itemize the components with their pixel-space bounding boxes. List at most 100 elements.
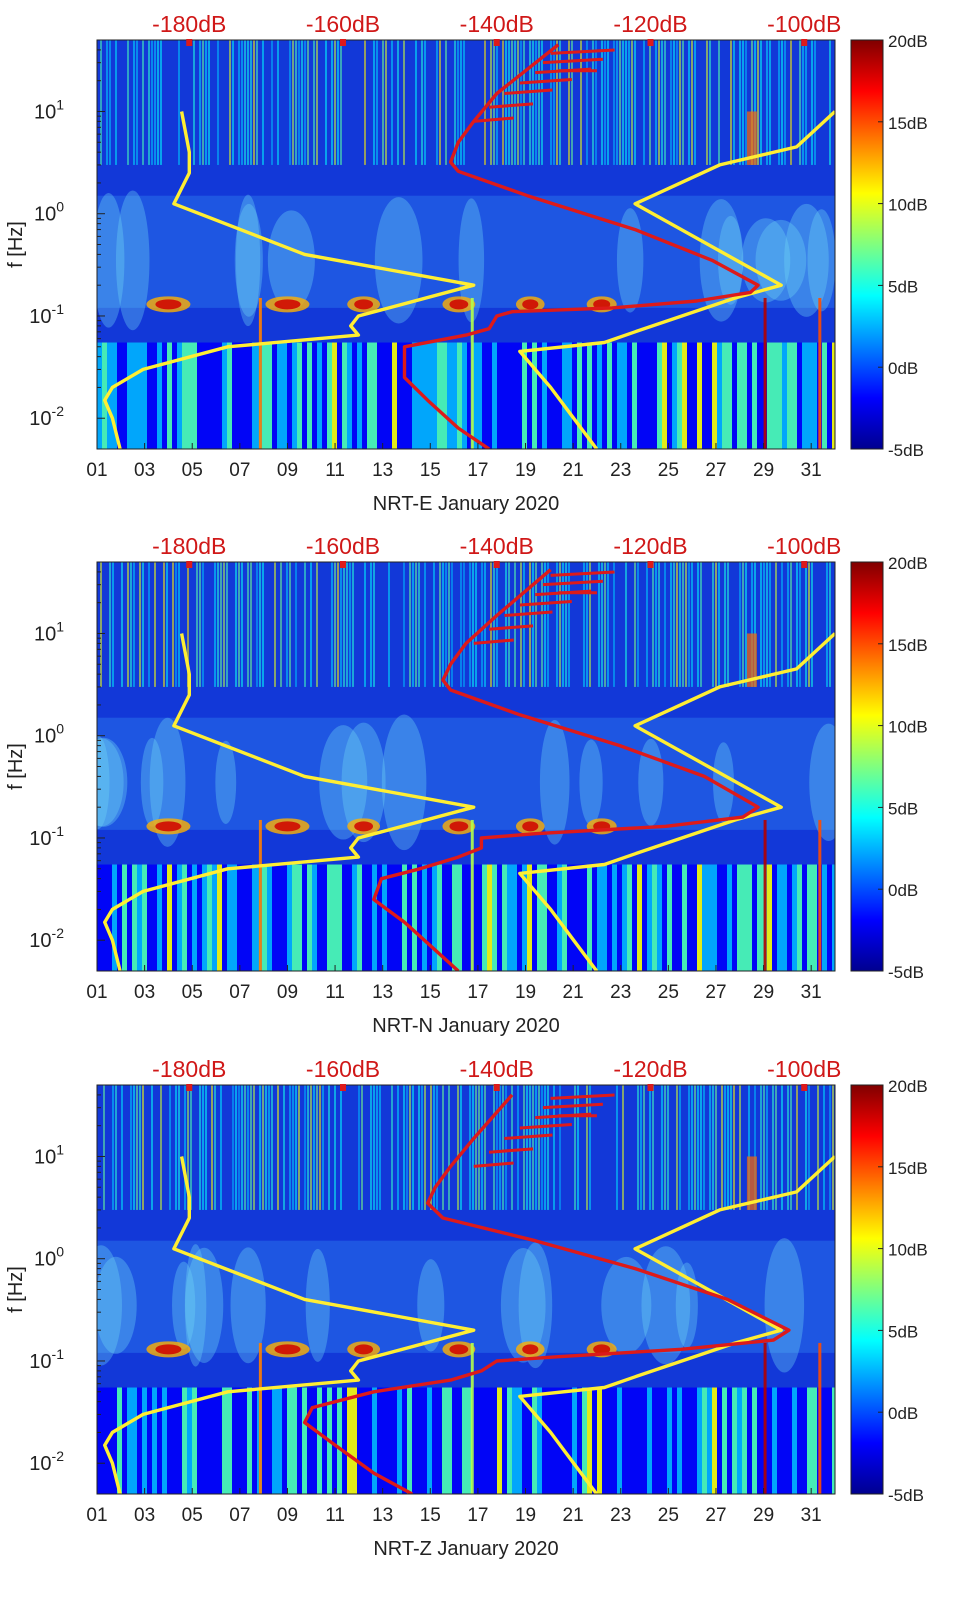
x-tick-label: 15 <box>420 460 441 481</box>
top-axis-tick <box>801 1084 808 1091</box>
top-axis-label: -120dB <box>613 1056 687 1082</box>
y-tick-label: 100 <box>34 199 64 226</box>
spectrogram-image <box>97 562 835 971</box>
colorbar-label: 20dB <box>888 554 928 573</box>
top-axis-tick <box>493 39 500 46</box>
x-tick-label: 07 <box>229 982 250 1003</box>
x-tick-label: 03 <box>134 460 155 481</box>
x-tick-label: 19 <box>515 460 536 481</box>
x-tick-label: 09 <box>277 1505 298 1526</box>
colorbar-label: 10dB <box>888 1241 928 1260</box>
colorbar-gradient <box>850 561 884 972</box>
x-tick-label: 11 <box>325 982 345 1003</box>
top-axis-tick <box>340 1084 346 1091</box>
top-axis-tick <box>647 561 654 568</box>
spectrogram-image <box>97 40 835 449</box>
x-tick-label: 07 <box>229 460 250 481</box>
x-tick-label: 29 <box>753 982 774 1003</box>
top-axis-tick <box>801 39 808 46</box>
x-tick-label: 23 <box>610 1505 631 1526</box>
x-tick-label: 31 <box>801 460 822 481</box>
colorbar: 20dB 15dB 10dB 5dB 0dB -5dB <box>850 32 928 460</box>
x-axis-label: NRT-E January 2020 <box>373 493 559 515</box>
top-axis-label: -140dB <box>460 11 534 37</box>
x-tick-label: 07 <box>229 1505 250 1526</box>
top-axis-label: -100dB <box>767 533 841 559</box>
yellow-curve-2 <box>518 110 835 449</box>
yellow-curve-1 <box>102 633 476 971</box>
y-tick-label: 101 <box>34 96 64 123</box>
top-axis-label: -160dB <box>306 11 380 37</box>
colorbar-label: 20dB <box>888 1077 928 1096</box>
colorbar-label: 10dB <box>888 718 928 737</box>
x-tick-label: 11 <box>325 1505 345 1526</box>
x-tick-label: 13 <box>372 982 393 1003</box>
top-axis-tick <box>647 39 654 46</box>
x-tick-label: 27 <box>705 460 726 481</box>
x-tick-label: 13 <box>372 460 393 481</box>
top-axis-label: -180dB <box>152 533 226 559</box>
x-tick-label: 01 <box>86 460 107 481</box>
x-tick-label: 25 <box>658 982 679 1003</box>
y-axis-label: f [Hz] <box>5 221 27 268</box>
colorbar-label: 15dB <box>888 1159 928 1178</box>
x-axis-label: NRT-Z January 2020 <box>373 1538 558 1560</box>
top-axis-tick <box>493 1084 500 1091</box>
x-tick-label: 05 <box>182 460 203 481</box>
x-tick-label: 03 <box>134 1505 155 1526</box>
panel-3: 01 03 05 07 09 11 13 15 17 19 21 23 25 27 29 31 NRT-Z Ja… <box>5 1056 928 1560</box>
top-axis-label: -100dB <box>767 1056 841 1082</box>
x-tick-label: 27 <box>705 1505 726 1526</box>
x-tick-label: 05 <box>182 1505 203 1526</box>
x-tick-label: 23 <box>610 982 631 1003</box>
x-tick-label: 17 <box>467 982 488 1003</box>
x-tick-label: 01 <box>86 1505 107 1526</box>
top-axis-label: -120dB <box>613 533 687 559</box>
x-tick-label: 23 <box>610 460 631 481</box>
colorbar-label: 15dB <box>888 114 928 133</box>
x-tick-label: 17 <box>467 1505 488 1526</box>
x-tick-label: 19 <box>515 1505 536 1526</box>
colorbar-label: 5dB <box>888 799 918 818</box>
top-axis-tick <box>801 561 808 568</box>
colorbar-label: -5dB <box>888 963 924 982</box>
top-axis-tick <box>340 561 346 568</box>
y-tick-label: 100 <box>34 1244 64 1271</box>
red-fringe <box>473 570 615 645</box>
colorbar: 20dB 15dB 10dB 5dB 0dB -5dB <box>850 1077 928 1505</box>
colorbar-label: -5dB <box>888 441 924 460</box>
x-tick-label: 29 <box>753 1505 774 1526</box>
colorbar-label: 0dB <box>888 359 918 378</box>
panel-1: 01 03 05 07 09 11 13 15 17 19 21 23 25 27 29 31 NRT-E Ja… <box>5 11 928 515</box>
y-axis-label: f [Hz] <box>5 1266 27 1313</box>
top-axis-tick <box>493 561 500 568</box>
panel-2: 01 03 05 07 09 11 13 15 17 19 21 23 25 27 29 31 NRT-N Ja… <box>5 533 928 1037</box>
y-tick-label: 101 <box>34 618 64 645</box>
top-axis-tick <box>186 39 193 46</box>
y-tick-label: 100 <box>34 721 64 748</box>
y-axis-label: f [Hz] <box>5 743 27 790</box>
x-tick-label: 31 <box>801 1505 822 1526</box>
red-curve-1 <box>372 568 760 971</box>
x-tick-label: 15 <box>420 1505 441 1526</box>
y-tick-label: 10-1 <box>29 1346 64 1373</box>
colorbar-label: 20dB <box>888 32 928 51</box>
colorbar-label: 10dB <box>888 196 928 215</box>
y-tick-label: 101 <box>34 1141 64 1168</box>
top-axis-label: -140dB <box>460 1056 534 1082</box>
top-axis-label: -100dB <box>767 11 841 37</box>
top-axis-label: -180dB <box>152 1056 226 1082</box>
colorbar-gradient <box>850 39 884 450</box>
top-axis-label: -160dB <box>306 533 380 559</box>
x-axis-label: NRT-N January 2020 <box>372 1015 560 1037</box>
x-tick-label: 29 <box>753 460 774 481</box>
top-axis-tick <box>186 1084 193 1091</box>
y-tick-label: 10-2 <box>29 403 64 430</box>
red-fringe <box>473 1093 615 1168</box>
x-tick-label: 03 <box>134 982 155 1003</box>
top-axis-tick <box>340 39 346 46</box>
x-tick-label: 11 <box>325 460 345 481</box>
x-tick-label: 09 <box>277 460 298 481</box>
x-tick-label: 27 <box>705 982 726 1003</box>
